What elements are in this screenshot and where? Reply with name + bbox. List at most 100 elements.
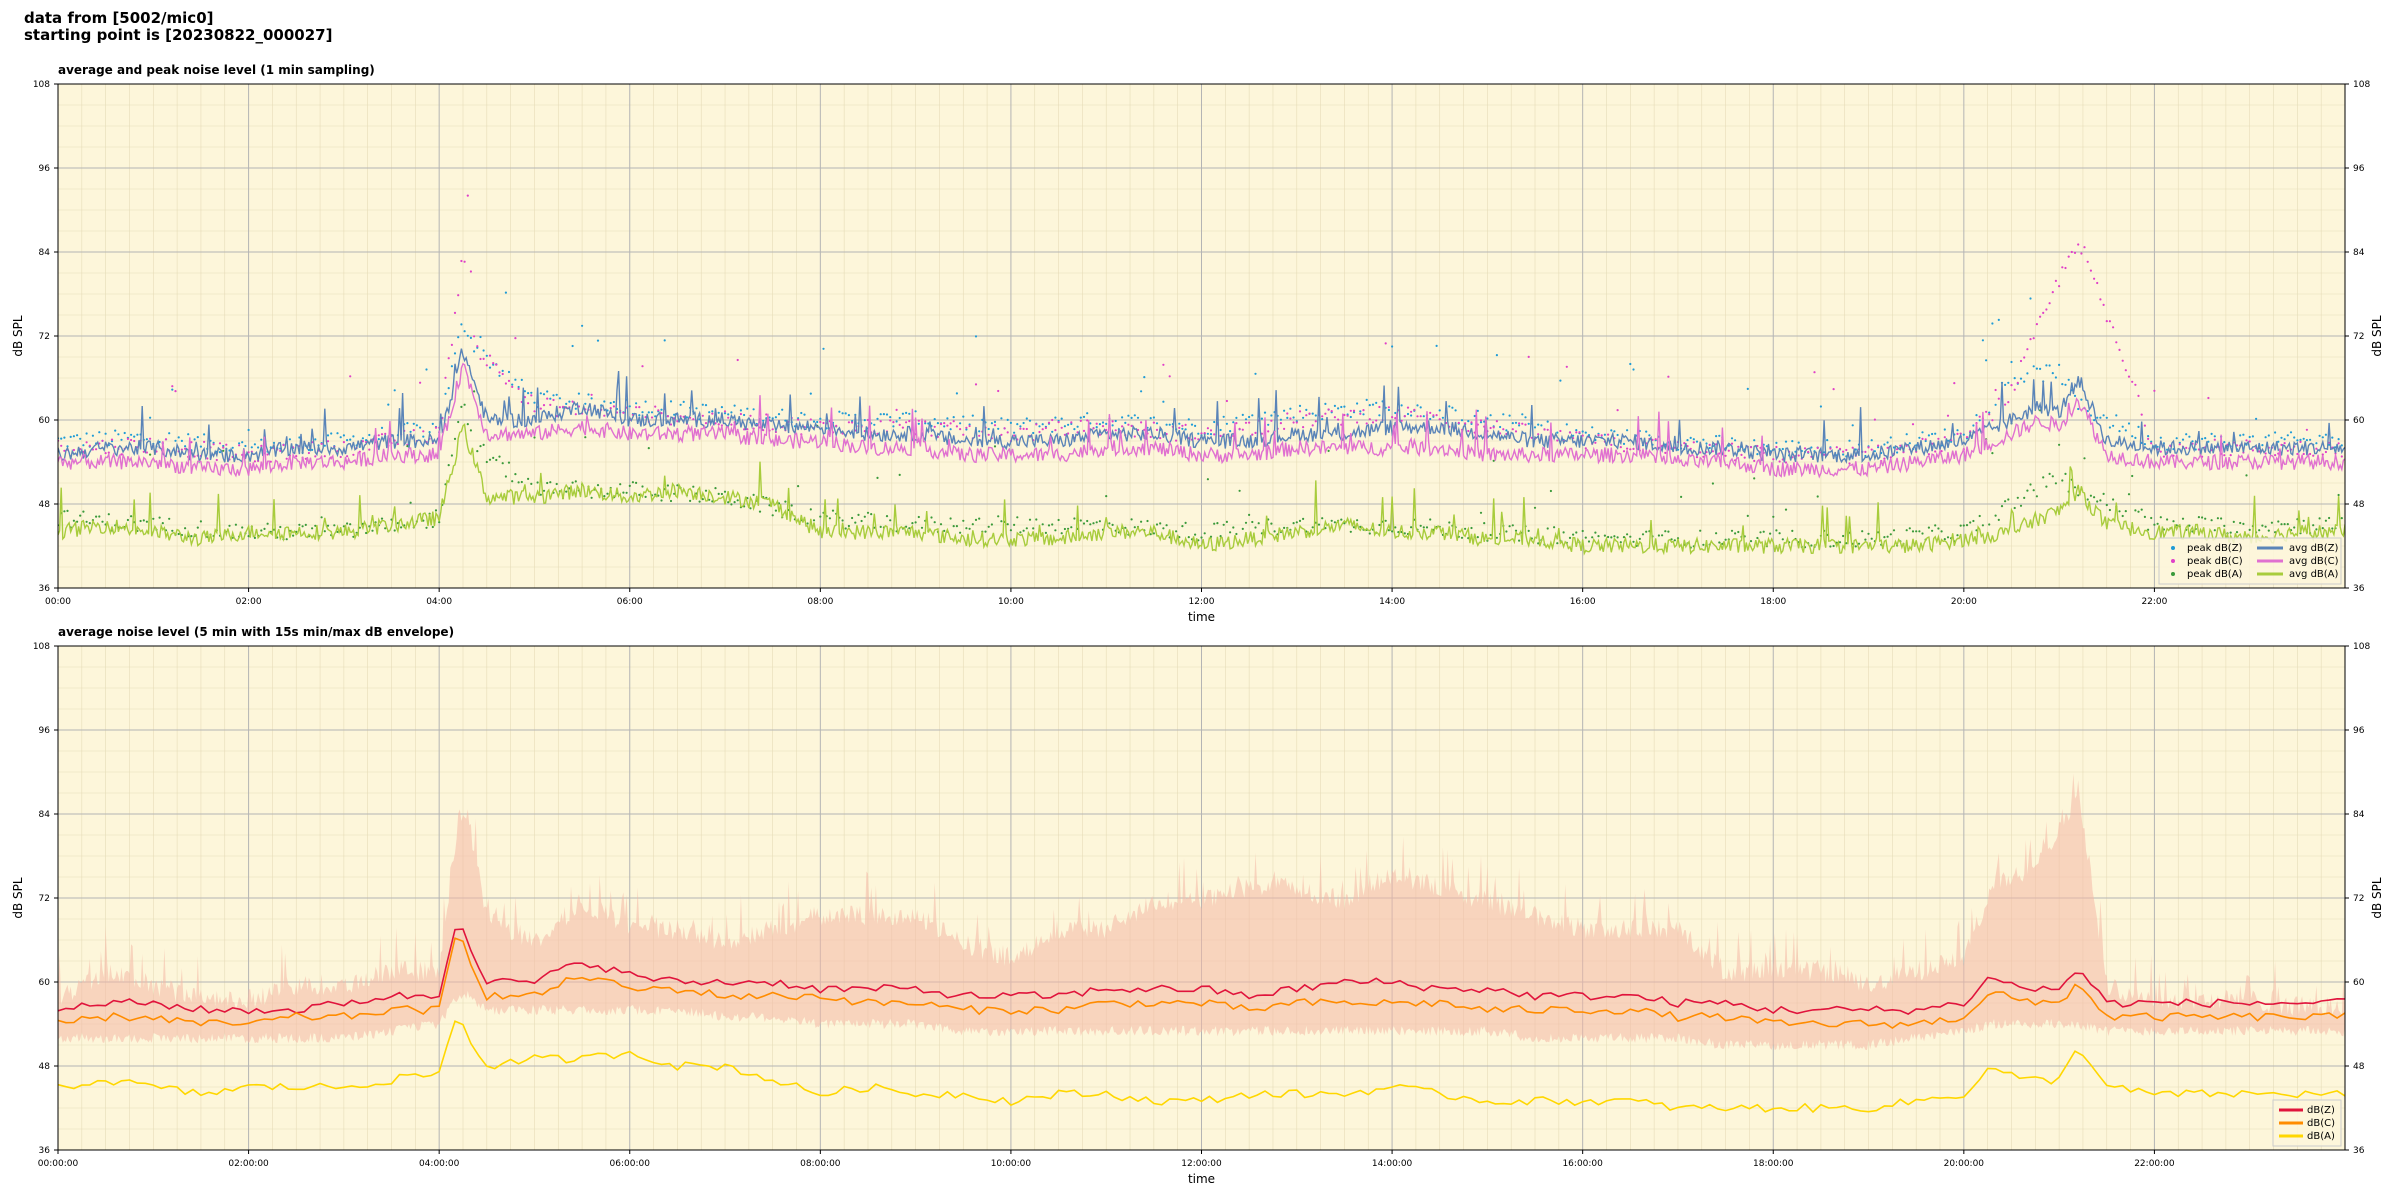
peak-point	[892, 421, 895, 424]
peak-point	[1140, 421, 1143, 424]
peak-point	[1359, 412, 1362, 415]
peak-point	[889, 419, 892, 422]
peak-point	[171, 529, 174, 532]
peak-point	[746, 407, 749, 410]
peak-point	[1235, 416, 1238, 419]
peak-point	[1807, 450, 1810, 454]
peak-point	[1705, 442, 1708, 445]
peak-point	[2178, 443, 2181, 446]
peak-point	[123, 431, 126, 435]
peak-point	[565, 402, 568, 405]
peak-point	[1537, 542, 1540, 545]
peak-point	[117, 433, 120, 436]
peak-point	[1149, 435, 1152, 439]
peak-point	[1743, 456, 1746, 459]
peak-point	[1124, 421, 1127, 424]
peak-point	[120, 438, 123, 441]
peak-point	[1003, 427, 1006, 430]
peak-point	[650, 416, 654, 419]
peak-point	[1629, 448, 1632, 451]
peak-point	[2312, 454, 2315, 457]
peak-point	[2251, 435, 2254, 438]
peak-point	[1168, 423, 1171, 426]
peak-point	[2229, 531, 2232, 534]
peak-point	[949, 428, 952, 431]
peak-point	[2115, 414, 2118, 417]
y-tick-label-right: 84	[2353, 810, 2365, 820]
peak-point	[762, 429, 765, 432]
peak-point	[673, 413, 676, 416]
header-source: data from [5002/mic0]	[24, 9, 214, 27]
peak-point	[1257, 522, 1260, 525]
peak-point	[2102, 303, 2105, 306]
peak-point	[739, 412, 743, 416]
peak-point	[628, 405, 631, 408]
peak-point	[2039, 367, 2042, 370]
peak-point	[447, 387, 450, 390]
peak-point	[2280, 443, 2283, 446]
peak-point	[142, 519, 145, 522]
peak-point	[542, 404, 546, 407]
peak-point	[1060, 532, 1063, 535]
peak-point	[1441, 416, 1444, 419]
peak-point	[2242, 522, 2245, 526]
peak-point	[1629, 535, 1632, 538]
peak-point	[1692, 441, 1695, 444]
peak-point	[1587, 540, 1591, 543]
peak-point	[1479, 421, 1483, 424]
peak-point	[1019, 531, 1022, 534]
peak-point	[1429, 411, 1432, 414]
peak-point	[2035, 495, 2038, 498]
peak-point	[88, 444, 91, 447]
peak-point	[1537, 423, 1540, 426]
x-tick-label: 16:00:00	[1562, 1159, 1603, 1169]
peak-point	[1187, 418, 1190, 421]
peak-point	[507, 461, 511, 464]
peak-point	[1877, 444, 1880, 447]
peak-point	[1626, 429, 1629, 432]
peak-point	[2172, 520, 2175, 523]
x-tick-label: 20:00:00	[1944, 1159, 1985, 1169]
peak-point	[463, 330, 466, 333]
peak-point	[863, 419, 866, 422]
peak-point	[1419, 524, 1422, 527]
peak-point	[98, 515, 101, 518]
peak-point	[959, 428, 962, 431]
peak-point	[571, 344, 574, 348]
peak-point	[2302, 452, 2305, 456]
peak-point	[2080, 398, 2083, 401]
peak-point	[1200, 432, 1203, 435]
peak-point	[1708, 446, 1711, 450]
peak-point	[784, 419, 787, 422]
peak-point	[152, 517, 155, 520]
peak-point	[1302, 416, 1305, 419]
peak-point	[1838, 447, 1842, 450]
peak-point	[1896, 448, 1899, 451]
peak-point	[244, 444, 247, 448]
legend-label: dB(C)	[2307, 1118, 2335, 1129]
peak-point	[2337, 442, 2340, 445]
peak-point	[2258, 529, 2261, 532]
series-line-dbz	[58, 928, 2345, 1016]
peak-point	[174, 390, 177, 393]
peak-point	[1041, 428, 1044, 431]
peak-point	[1279, 422, 1282, 425]
peak-point	[1584, 447, 1587, 450]
peak-point	[993, 420, 997, 423]
peak-point	[323, 530, 326, 533]
peak-point	[1162, 400, 1165, 403]
peak-point	[682, 400, 685, 403]
peak-point	[1943, 428, 1946, 431]
peak-point	[2067, 255, 2070, 258]
peak-point	[104, 432, 107, 435]
peak-point	[790, 504, 793, 507]
y-tick-label-left: 60	[39, 978, 51, 988]
peak-point	[555, 393, 558, 396]
peak-point	[1956, 429, 1959, 432]
peak-point	[1873, 418, 1876, 421]
peak-point	[838, 410, 841, 413]
peak-point	[1616, 433, 1619, 437]
peak-point	[1918, 530, 1921, 533]
peak-point	[962, 415, 965, 418]
peak-point	[2134, 436, 2137, 439]
